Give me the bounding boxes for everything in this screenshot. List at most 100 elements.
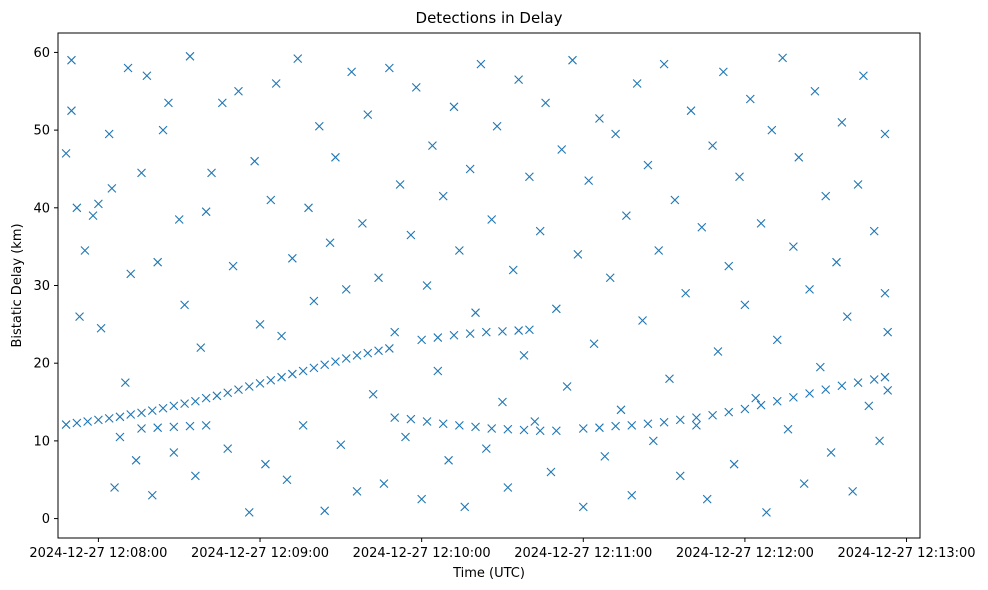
data-point [724,407,734,417]
data-point [395,180,405,189]
data-point [853,378,863,388]
data-point [745,94,755,104]
data-point [837,117,847,127]
data-point [789,242,798,252]
data-point [718,67,728,77]
data-point [519,425,529,435]
data-point [880,129,890,139]
data-point [611,129,620,139]
data-point [61,420,71,429]
data-point [67,55,76,65]
data-point [201,393,211,403]
data-point [250,156,260,166]
axes-frame [57,32,921,539]
data-point [460,502,470,512]
data-point [875,436,884,446]
data-point [454,246,464,255]
data-point [708,410,717,420]
data-point [519,351,529,360]
y-tick-label: 30 [33,279,50,294]
data-point [153,423,163,433]
data-point [481,327,491,337]
data-point [697,222,707,232]
data-point [525,172,534,182]
data-point [293,54,303,64]
x-tick-label: 2024-12-27 12:11:00 [514,546,652,561]
data-point [72,418,82,428]
data-point [352,351,362,360]
data-point [67,106,76,116]
data-point [298,420,308,430]
data-point [535,426,545,436]
data-point [201,420,211,430]
plot-area [57,32,921,539]
data-point [864,401,874,411]
data-point [336,440,346,450]
data-point [708,141,717,151]
data-point [255,319,265,329]
data-point [314,121,324,131]
y-tick-label: 50 [33,124,50,139]
data-point [465,164,475,174]
data-point [778,53,788,63]
data-point [277,372,286,382]
data-point [729,459,739,469]
data-point [331,357,340,367]
data-point [815,362,825,372]
data-point [498,397,507,407]
data-point [107,183,117,193]
data-point [131,455,141,465]
data-point [724,261,734,271]
data-point [551,426,561,436]
data-point [120,378,130,388]
y-tick-label: 20 [33,357,50,372]
data-point [880,288,890,298]
data-point [643,419,653,429]
data-point [799,479,809,489]
data-point [805,389,814,398]
y-tick-label: 10 [33,434,50,449]
data-point [454,420,464,430]
data-point [675,471,685,481]
data-point [438,419,448,429]
data-point [287,253,297,263]
data-point [411,82,421,92]
data-point [740,300,750,310]
data-point [568,55,577,65]
data-point [627,420,637,430]
data-point [551,304,561,314]
data-point [756,400,766,410]
data-point [481,444,491,454]
data-point [185,51,195,61]
data-point [137,408,146,418]
data-point [643,160,653,170]
data-point [595,423,604,433]
data-point [169,401,179,411]
data-point [541,98,550,108]
data-point [713,347,723,356]
data-point [589,339,599,349]
data-point [883,385,893,395]
data-point [883,327,893,337]
data-point [492,121,502,131]
data-point [422,281,432,290]
data-point [789,392,798,402]
data-point [832,257,841,267]
data-point [384,344,394,353]
data-point [347,67,357,77]
data-point [740,404,750,414]
data-point [465,329,475,339]
data-point [525,325,534,335]
data-point [75,312,84,321]
data-point [471,422,480,432]
data-point [287,369,297,379]
data-point [374,273,383,283]
data-point [794,152,804,162]
data-point [422,417,432,426]
data-point [352,486,362,496]
data-point [767,125,777,135]
data-point [374,346,383,356]
data-point [487,424,497,433]
data-point [762,507,771,517]
chart-title: Detections in Delay [416,9,563,27]
